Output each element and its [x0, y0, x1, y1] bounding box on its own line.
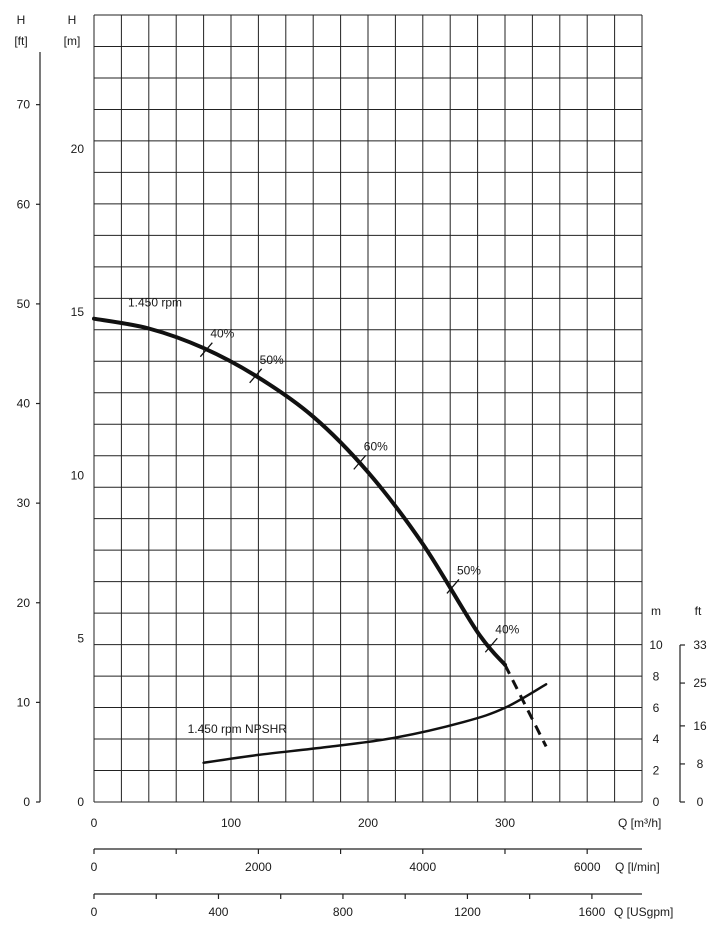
x-axes: Q [m³/h] Q [l/min] Q [USgpm] 0 100 200 300 0… — [91, 816, 674, 919]
x-lmin-axis-label: Q [l/min] — [615, 860, 660, 874]
efficiency-label: 50% — [457, 563, 481, 577]
x-usgpm-axis-label: Q [USgpm] — [614, 905, 673, 919]
annotations: 1.450 rpm 1.450 rpm NPSHR 40% 50% 60% 50% 40% — [128, 296, 520, 736]
npshr-curve-label: 1.450 rpm NPSHR — [188, 722, 288, 736]
ft-axis-tick-label: 10 — [17, 695, 31, 709]
m-axis-tick-label: 5 — [77, 632, 84, 646]
ft-axis-tick-label: 20 — [17, 596, 31, 610]
left-axes: H [ft] H [m] 0 10 20 30 40 50 60 70 0 5 10 15 20 — [14, 13, 84, 809]
efficiency-label: 60% — [364, 439, 388, 453]
npshr-m-tick-label: 10 — [649, 638, 663, 652]
right-axes: m ft 0 2 4 6 8 10 0 8 16 25 33 — [649, 604, 707, 809]
npshr-m-tick-label: 4 — [653, 732, 660, 746]
x-m3h-tick-label: 100 — [221, 816, 241, 830]
npshr-m-tick-label: 8 — [653, 669, 660, 683]
efficiency-label: 40% — [495, 622, 519, 636]
x-usgpm-tick-label: 1600 — [579, 905, 606, 919]
x-lmin-tick-label: 6000 — [574, 860, 601, 874]
x-m3h-axis-label: Q [m³/h] — [618, 816, 661, 830]
curves — [92, 316, 548, 765]
x-usgpm-tick-label: 1200 — [454, 905, 481, 919]
x-m3h-tick-label: 300 — [495, 816, 515, 830]
npshr-m-tick-label: 6 — [653, 701, 660, 715]
efficiency-marker — [199, 342, 213, 358]
head-curve-extension — [503, 664, 548, 748]
x-lmin-tick-label: 2000 — [245, 860, 272, 874]
grid — [93, 14, 643, 803]
ft-axis-tick-label: 50 — [17, 297, 31, 311]
ft-axis-tick-label: 0 — [23, 795, 30, 809]
ft-axis-label: H — [17, 13, 26, 27]
npshr-ft-tick-label: 25 — [693, 676, 707, 690]
efficiency-marker — [249, 368, 263, 384]
efficiency-marker — [446, 579, 460, 594]
npshr-m-axis-label: m — [651, 604, 661, 618]
m-axis-tick-label: 10 — [71, 468, 85, 482]
x-m3h-tick-label: 0 — [91, 816, 98, 830]
npshr-ft-tick-label: 0 — [697, 795, 704, 809]
ft-axis-tick-label: 70 — [17, 98, 31, 112]
m-axis-tick-label: 15 — [71, 305, 85, 319]
npshr-ft-tick-label: 8 — [697, 757, 704, 771]
x-lmin-tick-label: 0 — [91, 860, 98, 874]
npshr-m-tick-label: 2 — [653, 764, 660, 778]
npshr-ft-axis-label: ft — [695, 604, 702, 618]
x-m3h-tick-label: 200 — [358, 816, 378, 830]
efficiency-label: 40% — [210, 327, 234, 341]
x-lmin-tick-label: 4000 — [409, 860, 436, 874]
npshr-ft-tick-label: 33 — [693, 638, 707, 652]
efficiency-marker — [353, 454, 367, 470]
ft-axis-tick-label: 30 — [17, 496, 31, 510]
npshr-curve — [202, 683, 548, 765]
npshr-ft-tick-label: 16 — [693, 719, 707, 733]
m-axis-unit: [m] — [64, 34, 81, 48]
m-axis-tick-label: 20 — [71, 142, 85, 156]
m-axis-tick-label: 0 — [77, 795, 84, 809]
head-curve — [92, 316, 507, 667]
efficiency-marker — [484, 637, 498, 653]
ft-axis-tick-label: 60 — [17, 197, 31, 211]
x-usgpm-tick-label: 0 — [91, 905, 98, 919]
ft-axis-unit: [ft] — [14, 34, 27, 48]
efficiency-label: 50% — [260, 353, 284, 367]
head-curve-label: 1.450 rpm — [128, 296, 182, 310]
x-usgpm-tick-label: 800 — [333, 905, 353, 919]
npshr-m-tick-label: 0 — [653, 795, 660, 809]
x-usgpm-tick-label: 400 — [208, 905, 228, 919]
m-axis-label: H — [68, 13, 77, 27]
ft-axis-tick-label: 40 — [17, 397, 31, 411]
